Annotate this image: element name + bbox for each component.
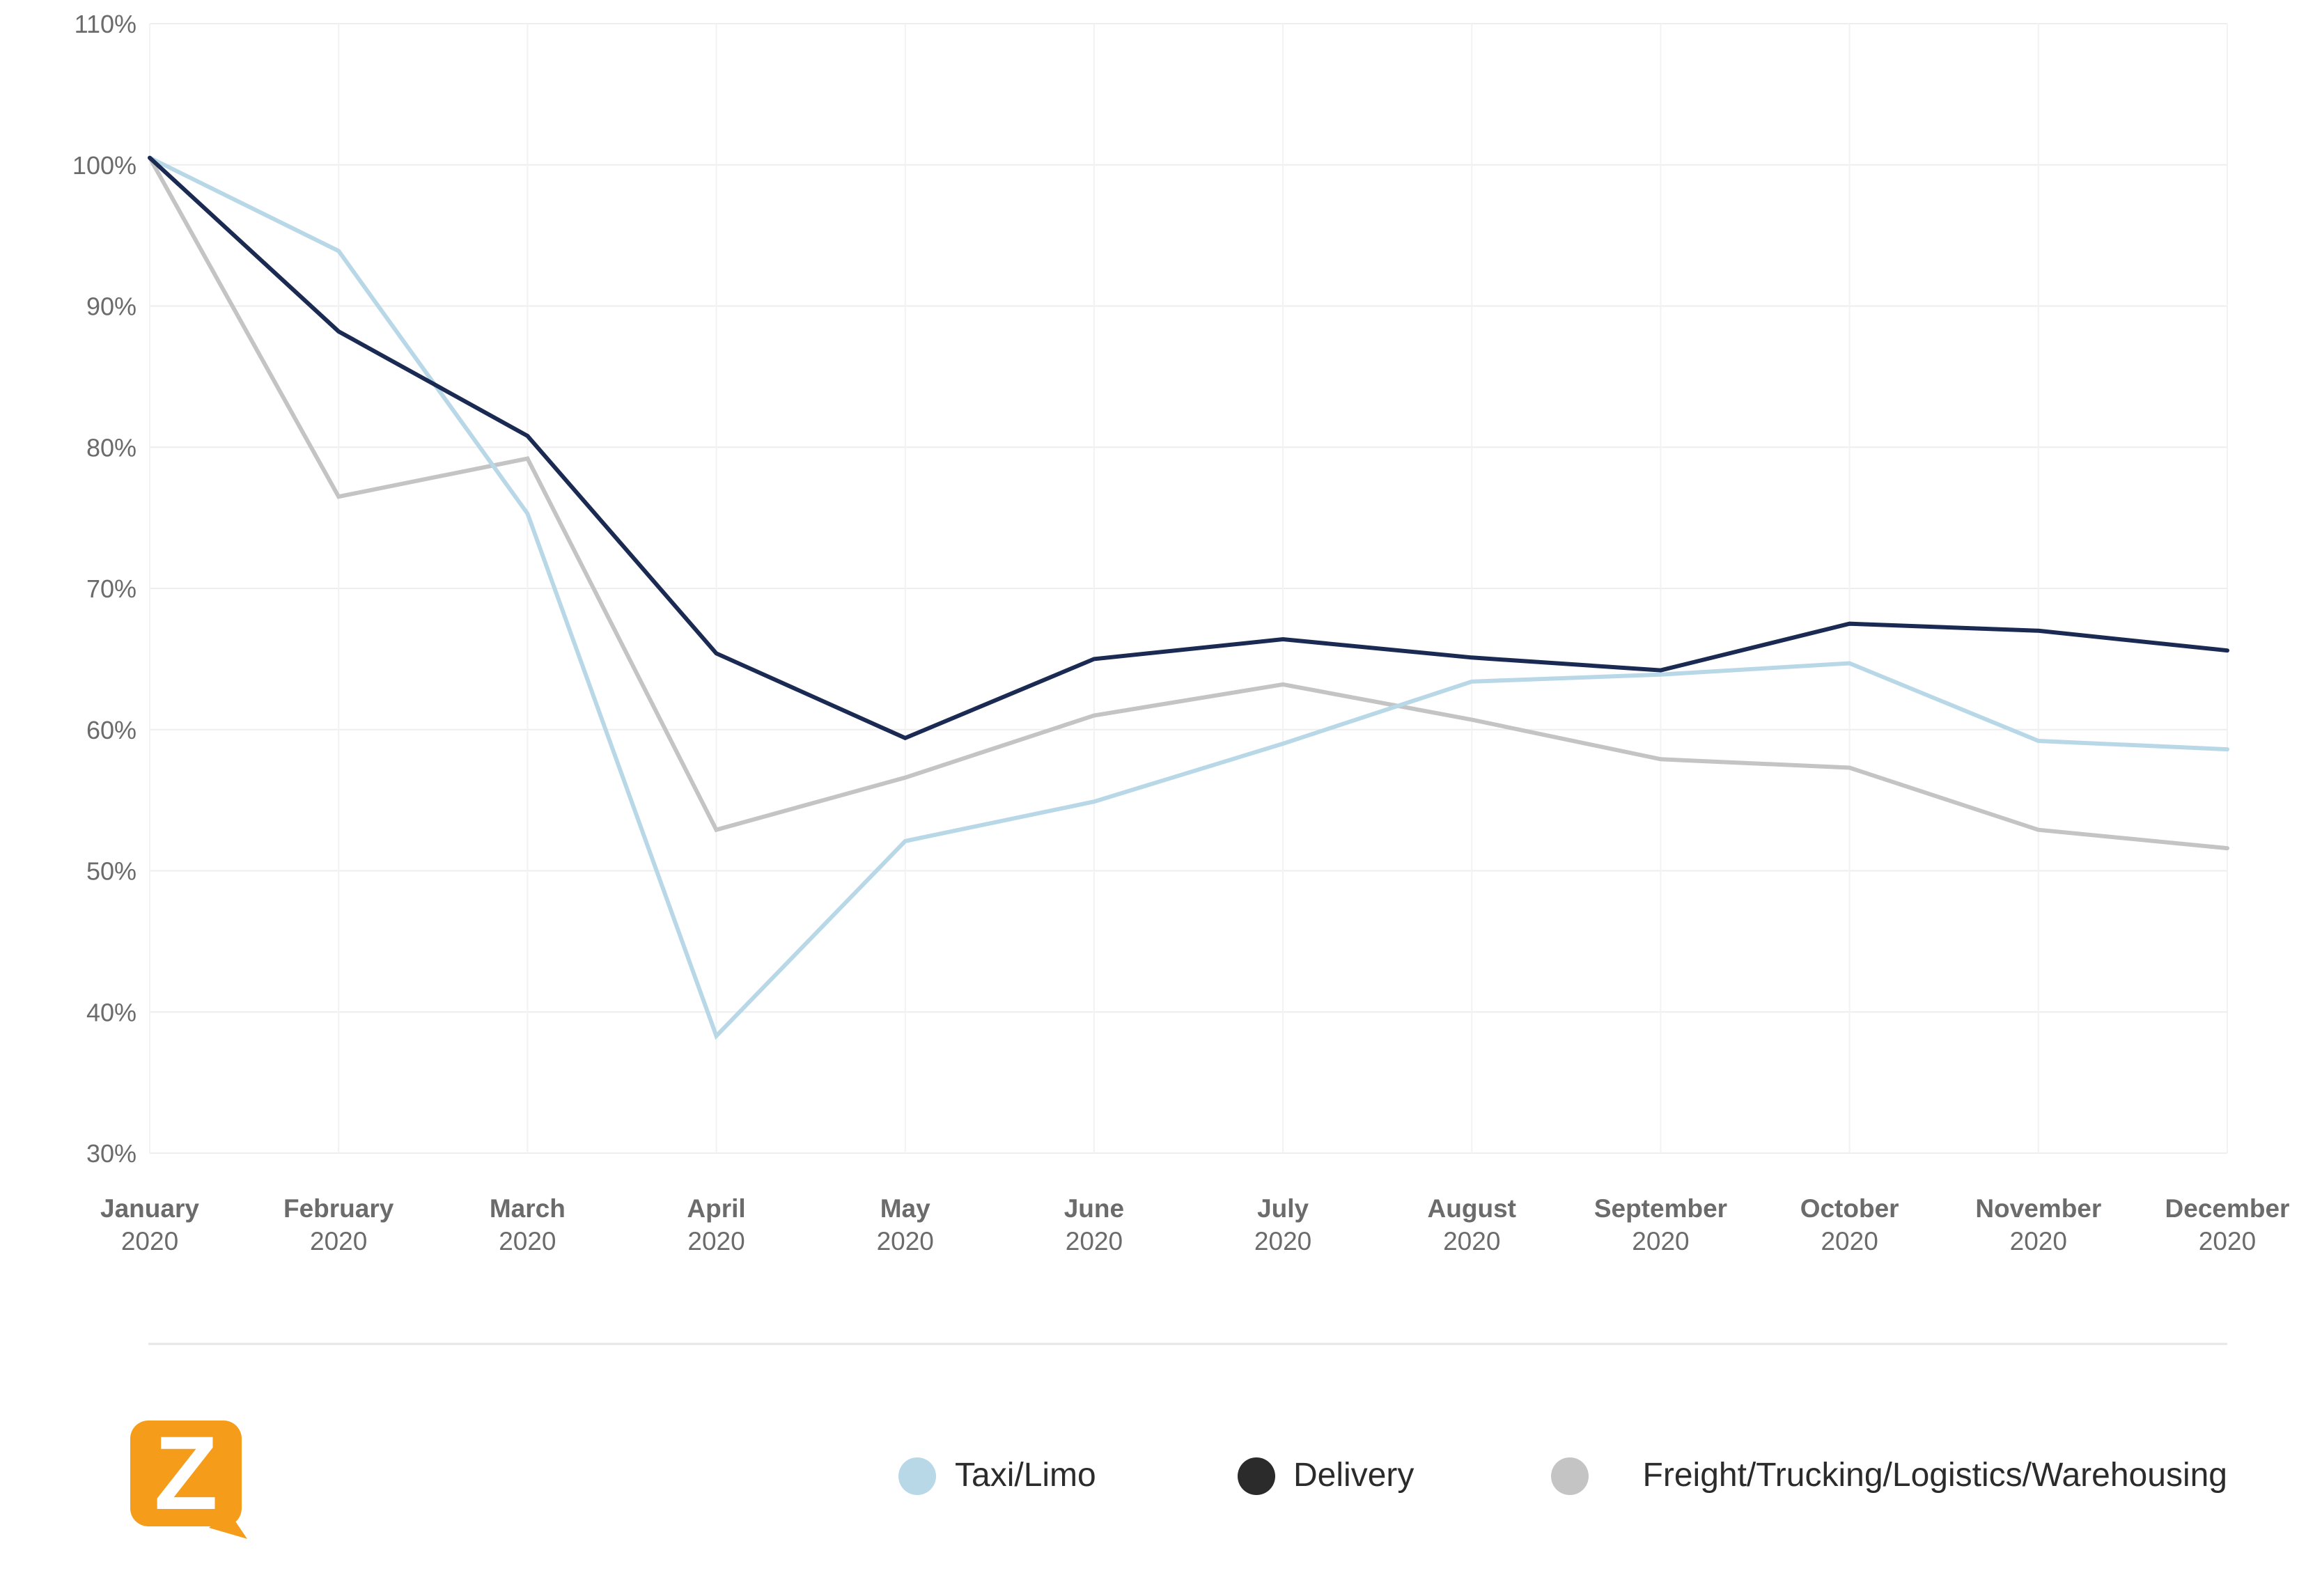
x-tick-year: 2020 xyxy=(687,1227,745,1255)
legend-item-freight: Freight/Trucking/Logistics/Warehousing xyxy=(1551,1457,2227,1495)
x-tick-year: 2020 xyxy=(1443,1227,1500,1255)
x-tick-year: 2020 xyxy=(121,1227,178,1255)
x-axis-tick-labels: January 2020 February 2020 March 2020 April 202… xyxy=(100,1194,2289,1255)
legend: Taxi/Limo Delivery Freight/Trucking/Logi… xyxy=(898,1457,2227,1495)
x-tick-month: April xyxy=(687,1194,745,1223)
y-tick-label: 60% xyxy=(86,716,137,744)
x-tick-month: May xyxy=(880,1194,930,1223)
x-tick-month: December xyxy=(2165,1194,2290,1223)
x-tick-month: August xyxy=(1428,1194,1516,1223)
legend-label-taxi-limo: Taxi/Limo xyxy=(955,1457,1096,1494)
legend-item-taxi-limo: Taxi/Limo xyxy=(898,1457,1096,1495)
series-line-freight xyxy=(148,155,2229,851)
x-tick-year: 2020 xyxy=(1821,1227,1878,1255)
series-lines xyxy=(148,155,2229,1040)
x-tick-month: January xyxy=(100,1194,199,1223)
logo-letter: Z xyxy=(154,1414,218,1531)
y-tick-label: 80% xyxy=(86,433,137,462)
x-tick-month: March xyxy=(490,1194,566,1223)
x-tick-year: 2020 xyxy=(1066,1227,1123,1255)
x-tick-year: 2020 xyxy=(1254,1227,1311,1255)
legend-marker-delivery xyxy=(1238,1457,1275,1495)
series-line-delivery xyxy=(148,155,2229,741)
x-tick-month: October xyxy=(1800,1194,1899,1223)
y-tick-label: 40% xyxy=(86,998,137,1026)
y-tick-label: 50% xyxy=(86,857,137,886)
legend-label-freight: Freight/Trucking/Logistics/Warehousing xyxy=(1643,1457,2227,1494)
x-tick-year: 2020 xyxy=(310,1227,367,1255)
y-tick-label: 90% xyxy=(86,292,137,321)
x-tick-year: 2020 xyxy=(2199,1227,2256,1255)
zoom-logo-icon: Z xyxy=(130,1414,247,1539)
y-tick-label: 70% xyxy=(86,574,137,603)
y-tick-label: 110% xyxy=(75,10,137,38)
series-line-taxi-limo xyxy=(148,155,2229,1040)
x-tick-year: 2020 xyxy=(499,1227,556,1255)
y-tick-label: 30% xyxy=(86,1139,137,1168)
legend-label-delivery: Delivery xyxy=(1293,1457,1414,1494)
legend-item-delivery: Delivery xyxy=(1238,1457,1414,1495)
y-tick-label: 100% xyxy=(72,151,137,180)
y-axis-tick-labels: 110% 100% 90% 80% 70% 60% 50% 40% 30% xyxy=(72,10,137,1168)
legend-marker-taxi-limo xyxy=(898,1457,936,1495)
x-tick-year: 2020 xyxy=(877,1227,934,1255)
x-tick-month: July xyxy=(1257,1194,1309,1223)
x-tick-month: November xyxy=(1975,1194,2101,1223)
legend-marker-freight xyxy=(1551,1457,1589,1495)
x-tick-month: September xyxy=(1594,1194,1727,1223)
x-tick-year: 2020 xyxy=(2010,1227,2067,1255)
x-tick-month: February xyxy=(283,1194,394,1223)
grid-lines xyxy=(149,23,2228,1154)
x-tick-month: June xyxy=(1064,1194,1124,1223)
x-tick-year: 2020 xyxy=(1632,1227,1689,1255)
